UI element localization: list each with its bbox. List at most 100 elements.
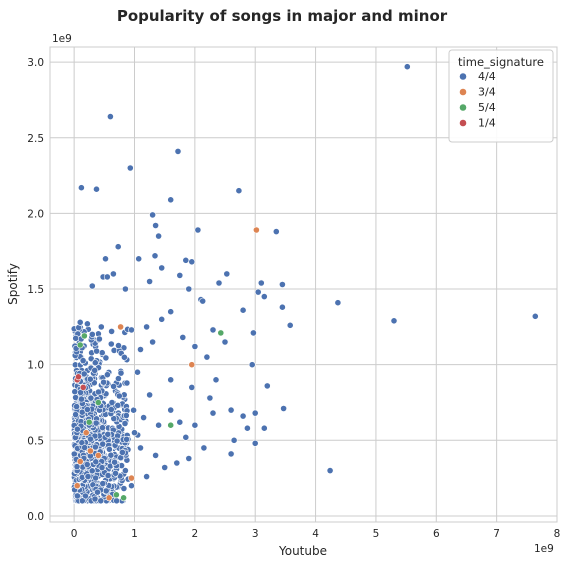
data-point-4-4 — [182, 433, 190, 441]
data-point-4-4 — [251, 439, 259, 447]
x-tick-label: 1 — [131, 528, 138, 540]
data-point-4-4 — [158, 264, 166, 272]
x-offset-label: 1e9 — [534, 543, 554, 555]
data-point-4-4 — [119, 448, 126, 456]
data-point-4-4 — [102, 255, 109, 263]
data-point-4-4 — [106, 445, 113, 453]
data-point-4-4 — [82, 492, 89, 500]
data-point-4-4 — [199, 297, 207, 305]
data-point-4-4 — [72, 334, 80, 342]
data-point-4-4 — [93, 185, 100, 193]
data-point-4-4 — [223, 270, 231, 278]
data-point-3-4 — [82, 429, 90, 437]
data-point-4-4 — [173, 459, 181, 467]
data-point-4-4 — [87, 435, 94, 443]
data-point-4-4 — [84, 473, 92, 480]
data-point-4-4 — [102, 354, 110, 362]
data-point-4-4 — [227, 406, 235, 414]
data-point-4-4 — [149, 211, 156, 219]
x-tick-label: 7 — [493, 528, 500, 540]
data-point-4-4 — [110, 270, 117, 278]
data-point-4-4 — [167, 376, 175, 384]
data-point-4-4 — [107, 340, 115, 348]
data-point-4-4 — [74, 492, 81, 500]
data-point-4-4 — [257, 279, 265, 287]
data-point-4-4 — [227, 450, 235, 458]
legend-label: 3/4 — [478, 86, 496, 99]
y-tick-label: 1.5 — [27, 284, 44, 296]
data-point-4-4 — [167, 196, 175, 204]
data-point-3-4 — [188, 361, 196, 369]
data-point-3-4 — [117, 323, 124, 331]
data-point-4-4 — [390, 317, 398, 325]
data-point-4-4 — [99, 440, 107, 448]
data-point-3-4 — [94, 451, 102, 459]
data-point-4-4 — [209, 326, 217, 334]
data-point-4-4 — [122, 467, 129, 474]
x-tick-label: 8 — [554, 528, 561, 540]
data-point-4-4 — [107, 113, 114, 120]
data-point-4-4 — [117, 369, 125, 377]
data-point-3-4 — [128, 474, 135, 482]
data-point-4-4 — [280, 405, 287, 412]
data-point-4-4 — [115, 375, 122, 382]
data-point-4-4 — [97, 323, 105, 331]
data-point-4-4 — [152, 451, 159, 459]
data-point-4-4 — [83, 461, 91, 468]
y-tick-label: 0.5 — [27, 435, 44, 447]
data-point-4-4 — [212, 376, 220, 384]
legend-label: 5/4 — [478, 101, 496, 114]
data-point-4-4 — [115, 392, 123, 400]
data-point-4-4 — [80, 370, 88, 378]
x-tick-label: 4 — [312, 528, 319, 540]
data-point-5-4 — [76, 341, 84, 349]
data-point-4-4 — [86, 375, 94, 383]
data-point-4-4 — [149, 338, 156, 346]
data-point-4-4 — [97, 497, 105, 505]
data-point-4-4 — [215, 279, 223, 287]
data-point-4-4 — [121, 353, 128, 361]
y-tick-label: 3.0 — [27, 57, 44, 69]
data-point-4-4 — [182, 256, 190, 264]
data-point-4-4 — [146, 278, 153, 285]
data-point-4-4 — [100, 378, 107, 386]
data-point-4-4 — [104, 472, 112, 479]
data-point-4-4 — [107, 406, 115, 413]
data-point-5-4 — [81, 332, 88, 340]
data-point-3-4 — [73, 482, 81, 490]
data-point-4-4 — [104, 371, 111, 379]
data-point-4-4 — [95, 388, 102, 396]
data-point-4-4 — [73, 403, 80, 410]
data-point-4-4 — [249, 329, 257, 337]
data-point-4-4 — [278, 281, 286, 288]
data-point-4-4 — [99, 424, 106, 432]
x-tick-label: 5 — [373, 528, 380, 540]
data-point-4-4 — [531, 312, 539, 320]
data-point-4-4 — [143, 323, 150, 331]
data-point-3-4 — [87, 447, 94, 455]
data-point-4-4 — [134, 368, 141, 376]
data-point-4-4 — [98, 464, 106, 471]
data-point-4-4 — [114, 243, 122, 251]
data-point-4-4 — [88, 330, 96, 338]
data-point-4-4 — [108, 327, 115, 335]
data-point-4-4 — [107, 451, 115, 459]
y-axis-label: Spotify — [6, 263, 20, 305]
data-point-4-4 — [88, 467, 96, 475]
data-point-4-4 — [91, 359, 99, 367]
x-axis-label: Youtube — [278, 544, 327, 558]
data-point-4-4 — [286, 321, 294, 329]
data-point-4-4 — [185, 455, 193, 462]
data-point-4-4 — [167, 406, 175, 414]
x-tick-labels: 0 1 2 3 4 5 6 7 8 — [71, 528, 561, 540]
data-point-4-4 — [188, 258, 196, 266]
y-tick-labels: 0.0 0.5 1.0 1.5 2.0 2.5 3.0 — [27, 57, 44, 523]
data-points — [70, 63, 539, 505]
x-tick-label: 3 — [252, 528, 259, 540]
data-point-4-4 — [108, 399, 116, 406]
data-point-5-4 — [167, 421, 175, 429]
data-point-4-4 — [104, 430, 112, 438]
data-point-4-4 — [73, 463, 81, 470]
data-point-4-4 — [137, 346, 144, 353]
